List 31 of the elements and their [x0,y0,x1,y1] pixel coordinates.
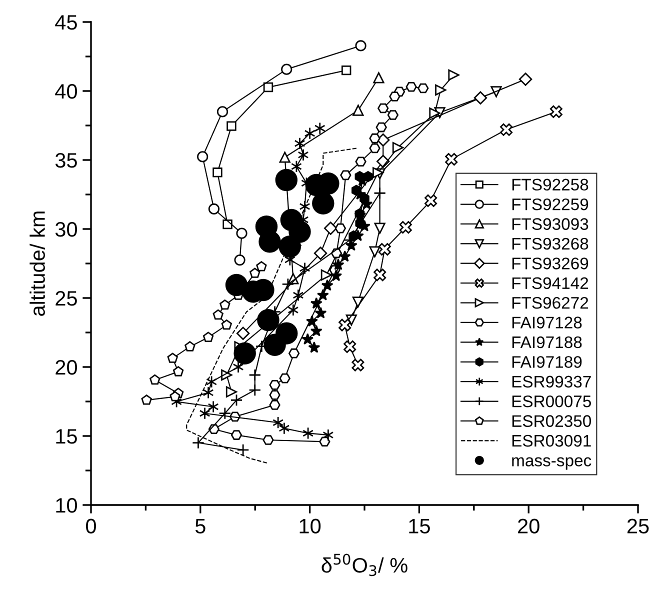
y-tick-label: 35 [55,153,77,168]
y-tick-label: 15 [56,429,77,444]
y-tick-label: 10 [56,498,77,513]
x-tick-label: 0 [86,518,96,534]
x-axis-title: δ$^{50}$O$_{3}$/ % [322,554,408,576]
x-tick-label: 25 [627,518,649,534]
legend-label: FTS93093 [512,218,588,230]
legend-label: mass-spec [512,457,592,470]
y-tick-label: 45 [55,15,77,30]
x-tick-label: 20 [518,518,540,534]
legend-label: ESR99337 [512,376,591,388]
legend-label: FAI97189 [512,356,582,368]
y-tick-label: 40 [55,84,77,99]
legend-label: ESR00075 [512,395,591,408]
x-tick-label: 15 [409,518,430,534]
legend-label: FTS96272 [512,296,588,309]
legend-label: ESR02350 [512,415,592,427]
legend-label: FTS93268 [512,238,588,250]
x-tick-label: 5 [195,518,206,534]
legend-label: FAI97128 [512,316,582,328]
y-tick-label: 20 [56,360,77,375]
y-axis-title: altitude/ km [30,212,45,316]
y-tick-label: 25 [56,291,77,306]
legend-label: FTS94142 [512,277,588,290]
x-tick-label: 10 [300,518,321,534]
legend-label: ESR03091 [512,434,591,447]
legend-label: FTS92258 [512,178,588,191]
legend-label: FAI97188 [512,336,582,348]
legend-label: FTS93269 [512,258,588,270]
y-tick-label: 30 [55,222,77,237]
legend-label: FTS92259 [512,198,588,210]
